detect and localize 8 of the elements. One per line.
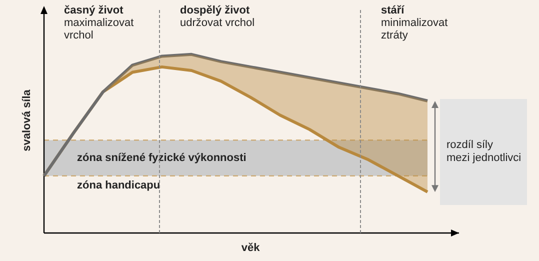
text: stáří minimalizovat ztráty	[381, 4, 448, 42]
y-axis-title: svalová síla	[21, 88, 34, 152]
text: dospělý život udržovat vrchol	[180, 4, 255, 30]
annotation: rozdíl síly mezi jednotlivci	[446, 138, 522, 165]
band-label: zóna snížené fyzické výkonnosti	[77, 152, 246, 164]
ref-line-label: zóna handicapu	[77, 179, 160, 192]
text: časný život maximalizovat vrchol	[64, 4, 134, 42]
x-axis-title: věk	[241, 242, 261, 254]
